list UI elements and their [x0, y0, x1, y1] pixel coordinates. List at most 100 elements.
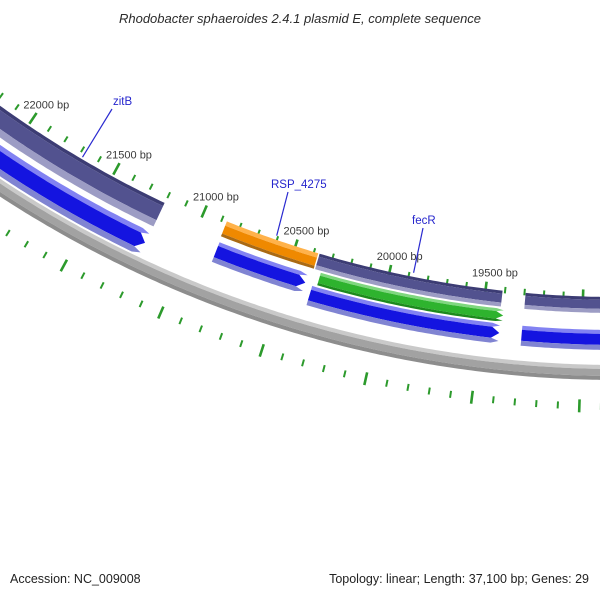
- ruler-minor-tick: [14, 103, 20, 111]
- inner-minor-tick: [342, 370, 347, 378]
- feature-band: [311, 285, 501, 327]
- inner-minor-tick: [513, 398, 517, 406]
- inner-minor-tick: [491, 396, 495, 404]
- inner-minor-tick: [427, 387, 431, 395]
- feature-band: [317, 282, 503, 321]
- bp-tick-label: 22000 bp: [23, 99, 69, 111]
- feature-zitb-cds[interactable]: [0, 98, 150, 253]
- inner-minor-tick: [80, 272, 86, 280]
- gene-feature-arrows: [0, 73, 600, 350]
- inner-major-tick: [363, 372, 369, 386]
- ruler-minor-tick: [46, 125, 53, 133]
- feature-band: [0, 105, 165, 207]
- feature-fecr-cds-blue[interactable]: [306, 285, 501, 343]
- feature-band: [320, 272, 504, 312]
- feature-band: [521, 329, 600, 345]
- feature-cds-right[interactable]: [520, 325, 600, 350]
- inner-minor-tick: [406, 383, 410, 391]
- ruler-minor-tick: [503, 286, 507, 294]
- feature-band: [213, 245, 306, 287]
- feature-band: [0, 129, 157, 227]
- feature-fecr-cds-green[interactable]: [317, 272, 504, 321]
- ruler-minor-tick: [0, 92, 4, 99]
- ruler-major-tick: [112, 162, 121, 176]
- ruler-minor-tick: [148, 183, 154, 191]
- ruler-minor-tick: [80, 146, 86, 153]
- feature-band: [315, 265, 502, 307]
- ruler-minor-tick: [166, 191, 172, 199]
- accession-text: Accession: NC_009008: [10, 572, 141, 586]
- inner-tick-ring: [5, 229, 600, 413]
- bp-tick-label: 21500 bp: [106, 150, 152, 162]
- feature-zitb-gene[interactable]: [0, 73, 165, 227]
- feature-rsp-4275-gene[interactable]: [220, 221, 319, 269]
- feature-band: [318, 253, 503, 294]
- inner-minor-tick: [119, 291, 124, 299]
- feature-band: [0, 150, 145, 247]
- bp-tick-label: 19500 bp: [472, 268, 518, 280]
- ruler-major-tick: [200, 204, 208, 218]
- feature-fecr-gene[interactable]: [315, 253, 503, 307]
- feature-band: [307, 289, 500, 338]
- feature-band: [218, 242, 308, 276]
- inner-major-tick: [258, 343, 265, 357]
- feature-gene-right[interactable]: [524, 292, 600, 313]
- inner-minor-tick: [280, 353, 285, 361]
- inner-minor-tick: [301, 359, 305, 367]
- inner-major-tick: [469, 390, 475, 404]
- ruler-minor-tick: [523, 288, 526, 296]
- inner-minor-tick: [178, 317, 183, 325]
- inner-minor-tick: [198, 325, 203, 333]
- page-title: Rhodobacter sphaeroides 2.4.1 plasmid E,…: [119, 11, 481, 26]
- inner-minor-tick: [99, 281, 105, 289]
- inner-minor-tick: [321, 364, 326, 373]
- feature-band: [0, 169, 141, 253]
- feature-rsp-4275-cds[interactable]: [211, 242, 308, 291]
- gene-labels: zitB RSP_4275 fecR: [81, 96, 436, 273]
- gene-label-leader-line: [276, 191, 289, 236]
- topology-summary-text: Topology: linear; Length: 37,100 bp; Gen…: [329, 572, 589, 586]
- inner-minor-tick: [5, 229, 11, 237]
- ruler-minor-tick: [97, 155, 102, 163]
- feature-band: [520, 340, 600, 350]
- ruler-tick-labels: 22000 bp 21500 bp 21000 bp 20500 bp 20000 bp…: [23, 99, 518, 279]
- inner-minor-tick: [239, 339, 244, 348]
- inner-minor-tick: [138, 300, 144, 308]
- inner-minor-tick: [449, 390, 453, 398]
- feature-band: [524, 304, 600, 313]
- sequence-backbone-arc: [0, 178, 600, 380]
- inner-major-tick: [59, 259, 69, 272]
- inner-minor-tick: [218, 332, 224, 341]
- bp-tick-label: 20500 bp: [284, 226, 330, 238]
- ruler-minor-tick: [63, 135, 69, 143]
- inner-minor-tick: [42, 251, 48, 259]
- feature-band: [220, 233, 315, 269]
- gene-label-leader-line: [81, 108, 113, 158]
- feature-band: [306, 300, 499, 343]
- inner-major-tick: [157, 306, 165, 320]
- bp-tick-label: 21000 bp: [193, 192, 239, 204]
- ruler-major-tick: [28, 112, 38, 125]
- feature-band: [211, 257, 303, 291]
- ruler-minor-tick: [220, 215, 225, 223]
- gene-label-rsp_4275[interactable]: RSP_4275: [271, 179, 327, 191]
- feature-band: [524, 295, 600, 309]
- feature-band: [0, 144, 150, 234]
- gene-label-fecr[interactable]: fecR: [412, 215, 436, 227]
- feature-band: [522, 325, 600, 334]
- feature-band: [225, 221, 319, 258]
- inner-minor-tick: [385, 379, 389, 387]
- bp-tick-label: 20000 bp: [377, 251, 423, 263]
- ruler-minor-tick: [131, 174, 137, 182]
- gene-label-leader-line: [413, 227, 424, 273]
- ruler-minor-tick: [184, 200, 189, 207]
- feature-band: [317, 275, 504, 319]
- feature-band: [316, 256, 503, 303]
- feature-band: [525, 292, 600, 300]
- feature-band: [222, 225, 317, 266]
- gene-label-zitb[interactable]: zitB: [113, 96, 133, 108]
- inner-minor-tick: [23, 240, 29, 248]
- feature-band: [0, 110, 164, 221]
